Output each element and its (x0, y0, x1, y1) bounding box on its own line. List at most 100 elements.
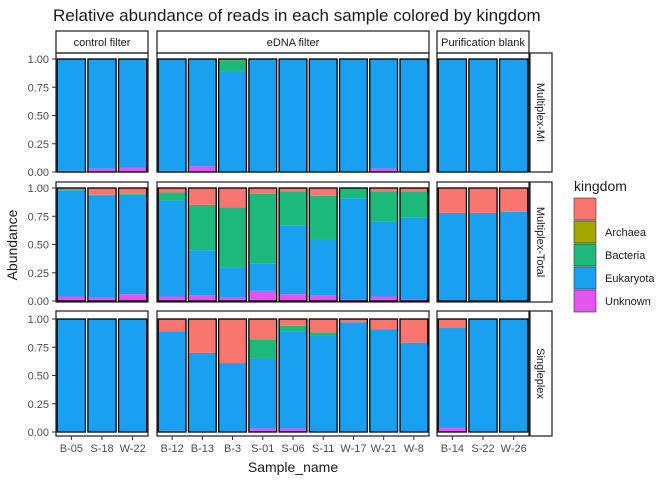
bar-outline (468, 318, 498, 433)
bar-segment-eukaryota (339, 59, 368, 172)
legend-label: Bacteria (605, 250, 646, 262)
bar-segment-unknown (87, 297, 117, 301)
bar-segment-eukaryota (279, 59, 307, 172)
bar-segment-bacteria (309, 195, 338, 240)
bar-segment-eukaryota (399, 342, 428, 432)
bar-multiplex-mi-b-05 (56, 58, 87, 173)
bar-multiplex-total-s-06 (278, 187, 308, 302)
bar-segment-eukaryota (118, 59, 147, 168)
bar-singleplex-w-8 (399, 318, 429, 433)
bar-singleplex-s-22 (468, 318, 498, 433)
bar-multiplex-mi-w-26 (498, 58, 529, 173)
legend-key-na (573, 197, 597, 221)
bar-segment-na (158, 319, 187, 332)
bar-segment-eukaryota (248, 263, 277, 291)
bar-segment-na (309, 319, 338, 333)
bar-segment-eukaryota (309, 239, 338, 296)
bar-segment-na (87, 188, 117, 195)
bar-singleplex-w-26 (498, 318, 529, 433)
bar-segment-eukaryota (188, 352, 217, 432)
column-strip-label: eDNA filter (267, 37, 320, 49)
bar-segment-bacteria (339, 188, 368, 199)
row-strip-label: Multiplex-Total (534, 207, 546, 277)
bar-segment-eukaryota (248, 59, 277, 172)
bar-segment-na (218, 188, 247, 208)
bar-segment-bacteria (118, 193, 147, 195)
x-tick-label: W-17 (340, 443, 366, 455)
x-tick-label: B-3 (224, 443, 241, 455)
bar-multiplex-mi-b-12 (157, 58, 187, 173)
row-strip-label: Singleplex (534, 348, 546, 399)
bar-segment-unknown (248, 428, 277, 432)
bar-segment-eukaryota (369, 59, 398, 169)
y-tick-label: 0.25 (28, 399, 49, 411)
legend-key-unknown (573, 289, 597, 313)
bar-multiplex-mi-b-3 (218, 58, 248, 173)
bar-multiplex-total-b-13 (187, 187, 217, 302)
bar-segment-bacteria (369, 191, 398, 222)
bar-multiplex-total-w-8 (399, 187, 429, 302)
panel-border (436, 52, 530, 173)
bar-segment-eukaryota (438, 59, 467, 172)
chart-title: Relative abundance of reads in each samp… (53, 6, 541, 25)
bar-outline (248, 318, 278, 433)
bar-segment-na (248, 319, 277, 340)
bar-segment-eukaryota (309, 335, 338, 432)
bar-multiplex-mi-s-22 (468, 58, 498, 173)
bar-outline (278, 187, 308, 302)
bar-segment-eukaryota (57, 319, 86, 432)
bar-segment-eukaryota (248, 358, 277, 429)
bar-singleplex-s-11 (308, 318, 338, 433)
bar-outline (278, 318, 308, 433)
bar-multiplex-mi-b-14 (437, 58, 468, 173)
bar-segment-eukaryota (399, 59, 428, 172)
bar-segment-na (369, 319, 398, 330)
bar-segment-unknown (369, 168, 398, 172)
bar-outline (187, 318, 217, 433)
bar-segment-bacteria (57, 189, 86, 191)
bar-multiplex-total-b-3 (218, 187, 248, 302)
bar-segment-na (218, 319, 247, 364)
y-tick-label: 0.00 (28, 167, 49, 179)
bar-singleplex-s-01 (248, 318, 278, 433)
bar-outline (437, 318, 468, 433)
x-tick-label: W-21 (371, 443, 397, 455)
bar-segment-na (279, 188, 307, 192)
bar-segment-eukaryota (468, 212, 498, 301)
bar-outline (56, 187, 87, 302)
bar-outline (218, 187, 248, 302)
bar-segment-eukaryota (399, 217, 428, 300)
x-tick-label: B-14 (441, 443, 464, 455)
bar-segment-eukaryota (339, 322, 368, 432)
bar-outline (308, 187, 338, 302)
x-tick-label: W-8 (404, 443, 424, 455)
y-tick-label: 0.50 (28, 111, 49, 123)
bar-segment-eukaryota (188, 250, 217, 296)
bar-segment-eukaryota (499, 59, 528, 172)
bar-multiplex-mi-s-01 (248, 58, 278, 173)
bar-singleplex-w-17 (338, 318, 368, 433)
legend-label: Archaea (605, 227, 647, 239)
bar-outline (399, 318, 429, 433)
bar-segment-bacteria (279, 191, 307, 226)
y-tick-label: 0.25 (28, 139, 49, 151)
x-tick-label: S-11 (312, 443, 334, 455)
bar-outline (56, 318, 87, 433)
bar-segment-eukaryota (158, 59, 187, 171)
legend-key-eukaryota (573, 266, 597, 290)
bar-singleplex-w-21 (369, 318, 399, 433)
bar-multiplex-mi-w-21 (369, 58, 399, 173)
bar-outline (369, 187, 399, 302)
bar-outline (157, 318, 187, 433)
bar-segment-unknown (248, 290, 277, 301)
plot-area: control filter eDNA filter Purification bl… (28, 30, 553, 455)
bar-outline (369, 318, 399, 433)
y-tick-label: 1.00 (28, 314, 49, 326)
bar-multiplex-total-w-17 (338, 187, 368, 302)
bar-segment-unknown (118, 294, 147, 301)
bar-segment-na (339, 319, 368, 323)
bar-segment-bacteria (218, 60, 247, 72)
bar-segment-eukaryota (438, 328, 467, 428)
bar-segment-eukaryota (438, 212, 467, 301)
